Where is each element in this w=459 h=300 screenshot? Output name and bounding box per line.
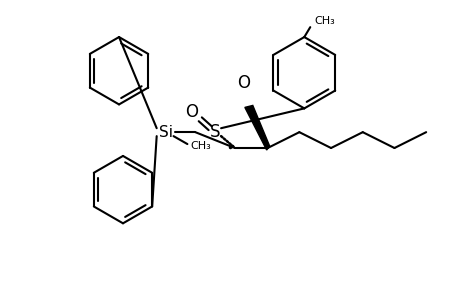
- Text: S: S: [209, 123, 220, 141]
- Text: Si: Si: [158, 125, 172, 140]
- Text: O: O: [185, 103, 197, 122]
- Text: O: O: [237, 74, 250, 92]
- Text: CH₃: CH₃: [190, 141, 211, 151]
- Polygon shape: [244, 105, 269, 150]
- Text: CH₃: CH₃: [313, 16, 334, 26]
